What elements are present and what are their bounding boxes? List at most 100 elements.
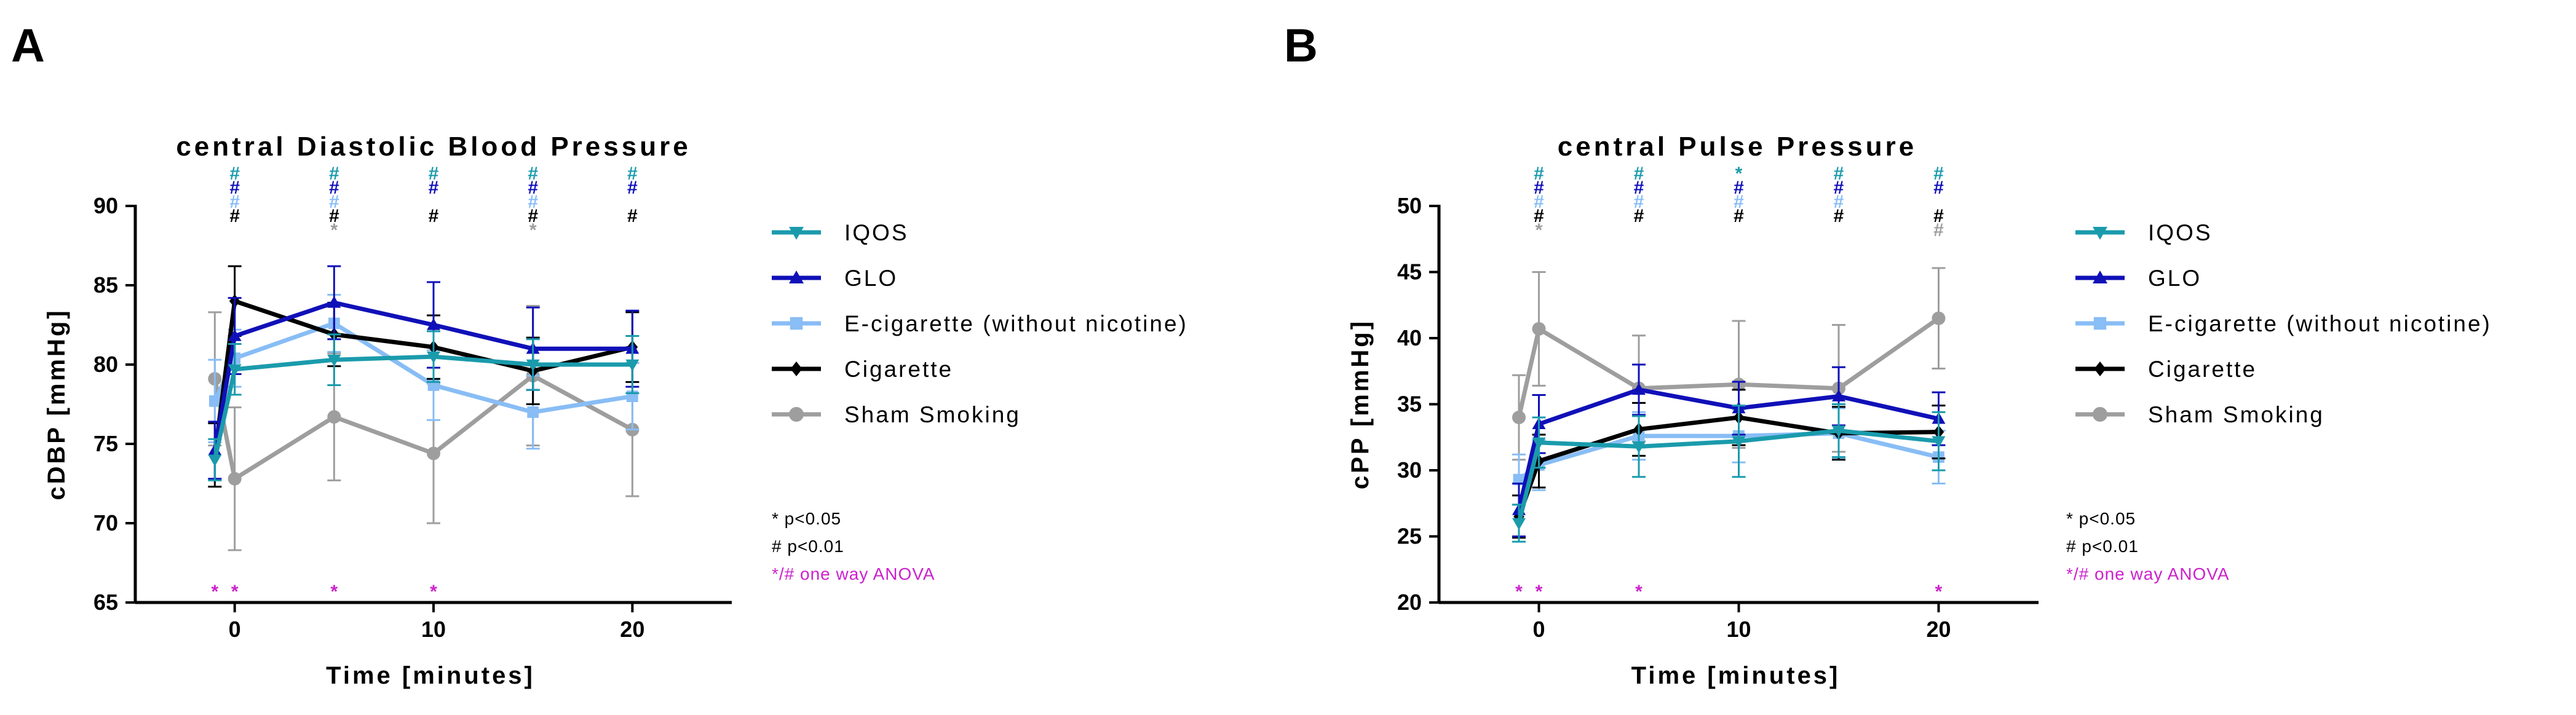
significance-mark: # xyxy=(429,164,439,184)
significance-mark: # xyxy=(1933,206,1944,226)
legend-label: E-cigarette (without nicotine) xyxy=(2148,311,2492,336)
data-point xyxy=(527,406,539,418)
legend-swatch-marker xyxy=(2093,271,2107,283)
series-line xyxy=(212,300,633,451)
significance-mark: # xyxy=(1933,220,1944,240)
anova-mark: * xyxy=(1515,582,1523,602)
significance-mark: # xyxy=(329,206,339,226)
series-line xyxy=(1516,387,1940,511)
note-p001: # p<0.01 xyxy=(772,537,844,556)
series-line xyxy=(1516,316,1940,418)
series-sham-smoking xyxy=(1512,267,1946,461)
significance-mark: # xyxy=(1734,178,1744,198)
significance-mark: # xyxy=(1534,206,1544,226)
legend-swatch-marker xyxy=(2093,407,2107,422)
significance-mark: # xyxy=(627,206,638,226)
y-tick-label: 85 xyxy=(93,272,118,298)
note-anova: */# one way ANOVA xyxy=(2066,564,2230,583)
significance-mark: # xyxy=(1534,192,1544,212)
significance-mark: # xyxy=(1734,192,1744,212)
note-p005: * p<0.05 xyxy=(2066,509,2136,528)
data-point xyxy=(1732,436,1746,448)
y-axis-label: cPP [mmHg] xyxy=(1347,319,1374,489)
x-tick-label: 10 xyxy=(1726,617,1751,642)
data-point xyxy=(427,351,440,364)
data-point xyxy=(1932,311,1946,325)
data-point xyxy=(1632,382,1646,395)
x-axis-label: Time [minutes] xyxy=(326,662,535,689)
panel-letter-a: A xyxy=(11,20,45,72)
significance-mark: # xyxy=(1634,192,1644,212)
significance-mark: # xyxy=(1834,206,1844,226)
legend-swatch-marker xyxy=(790,361,803,376)
data-point xyxy=(1512,518,1526,530)
legend-swatch-marker xyxy=(789,271,804,283)
significance-mark: # xyxy=(1634,206,1644,226)
x-tick-label: 20 xyxy=(1926,617,1951,642)
significance-mark: # xyxy=(329,192,339,212)
data-point xyxy=(228,329,242,341)
y-tick-label: 75 xyxy=(93,431,118,456)
legend-swatch-marker xyxy=(2093,227,2107,240)
data-point xyxy=(1832,425,1845,438)
x-axis-label: Time [minutes] xyxy=(1631,662,1841,689)
y-tick-label: 35 xyxy=(1397,392,1422,417)
note-p001: # p<0.01 xyxy=(2066,537,2139,556)
significance-mark: * xyxy=(1536,220,1543,240)
significance-mark: # xyxy=(1534,178,1544,198)
legend-label: Sham Smoking xyxy=(844,402,1021,427)
series-iqos xyxy=(1512,403,1946,543)
series-e-cigarette-without-nicotine xyxy=(1512,407,1946,506)
significance-mark: # xyxy=(1634,178,1644,198)
legend-item-cigarette: Cigarette xyxy=(772,357,951,382)
y-tick-label: 65 xyxy=(93,590,118,615)
series-line xyxy=(213,321,633,414)
legend-label: Sham Smoking xyxy=(2148,402,2324,427)
panel-letter-b: B xyxy=(1284,20,1318,72)
significance-mark: # xyxy=(429,178,439,198)
legend-label: IQOS xyxy=(844,220,909,245)
legend-swatch-marker xyxy=(789,227,804,240)
legend-label: GLO xyxy=(2148,266,2201,291)
data-point xyxy=(1512,411,1526,424)
significance-mark: # xyxy=(627,164,638,184)
series-sham-smoking xyxy=(208,305,640,551)
data-point xyxy=(327,355,341,367)
data-point xyxy=(1513,473,1525,486)
legend-item-glo: GLO xyxy=(2075,266,2201,291)
significance-mark: # xyxy=(1734,206,1744,226)
x-tick-label: 0 xyxy=(1532,617,1545,642)
data-point xyxy=(228,472,242,486)
x-tick-label: 0 xyxy=(229,617,241,642)
significance-mark: # xyxy=(1933,164,1944,184)
significance-mark: # xyxy=(229,178,240,198)
x-tick-label: 20 xyxy=(620,617,644,642)
y-tick-label: 30 xyxy=(1397,457,1422,483)
anova-mark: * xyxy=(211,582,218,602)
data-point xyxy=(228,364,242,376)
significance-mark: * xyxy=(1735,164,1743,184)
data-point xyxy=(1832,389,1845,401)
y-tick-label: 90 xyxy=(93,193,118,218)
y-tick-label: 25 xyxy=(1397,524,1422,549)
y-tick-label: 45 xyxy=(1397,259,1422,285)
series-line xyxy=(212,373,634,481)
significance-mark: # xyxy=(1834,164,1844,184)
significance-mark: # xyxy=(1933,178,1944,198)
data-point xyxy=(526,359,540,371)
y-tick-label: 50 xyxy=(1397,193,1422,218)
legend: IQOS GLO E-cigarette (without nicotine) Cig… xyxy=(2075,220,2492,427)
significance-mark: # xyxy=(1834,192,1844,212)
x-tick-label: 10 xyxy=(421,617,446,642)
series-line xyxy=(1516,415,1939,518)
data-point xyxy=(625,359,640,371)
chart-panel-cdbp: central Diastolic Blood Pressure 65 70 75 80… xyxy=(43,132,1186,689)
significance-mark: # xyxy=(627,178,638,198)
legend-item-e-cigarette-without-nicotine: E-cigarette (without nicotine) xyxy=(2075,311,2492,336)
legend-item-glo: GLO xyxy=(772,266,896,291)
legend-item-sham-smoking: Sham Smoking xyxy=(772,402,1021,427)
y-tick-label: 20 xyxy=(1397,590,1422,615)
data-point xyxy=(327,410,341,424)
chart-panel-cpp: central Pulse Pressure 20 25 30 35 40 45 50 0 10 2… xyxy=(1347,132,2492,689)
